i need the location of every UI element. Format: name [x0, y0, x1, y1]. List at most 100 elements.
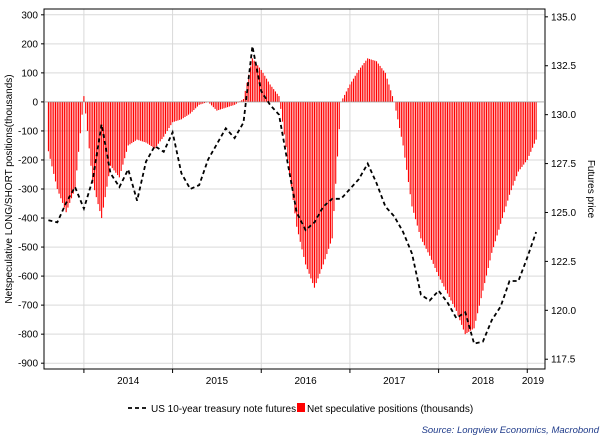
bar [517, 101, 519, 172]
bar [269, 84, 271, 102]
bar [305, 101, 307, 265]
bar [464, 101, 466, 335]
bar [141, 101, 143, 142]
bar [280, 101, 282, 109]
bar [115, 101, 117, 173]
x-tick-label: 2018 [472, 376, 495, 387]
source-note: Source: Longview Economics, Macrobond [422, 425, 600, 436]
bar [312, 101, 314, 284]
bar [328, 101, 330, 249]
bar [120, 101, 122, 171]
bar [69, 101, 71, 203]
bar [54, 101, 57, 182]
bar [399, 101, 401, 129]
bar [480, 101, 482, 299]
bar [157, 101, 159, 144]
bar [85, 101, 87, 114]
bar [375, 61, 378, 102]
bar [289, 101, 291, 174]
left-tick-label: -700 [18, 301, 38, 312]
bar [244, 90, 246, 102]
bar [445, 101, 447, 291]
bar [494, 101, 496, 242]
bar [386, 78, 388, 102]
bar [136, 101, 138, 140]
bar [101, 101, 103, 219]
bar [221, 101, 223, 109]
right-tick-label: 117.5 [551, 355, 576, 366]
bar [51, 101, 53, 167]
bar [250, 66, 252, 102]
bar [79, 101, 81, 134]
bar [510, 101, 512, 191]
bar [365, 60, 367, 102]
bar [189, 101, 191, 114]
bar [358, 69, 360, 102]
bar [138, 101, 140, 141]
bar [383, 70, 385, 102]
bar [329, 101, 331, 244]
bar [127, 101, 129, 146]
bar [461, 101, 463, 325]
bar [143, 101, 145, 142]
bar [287, 101, 289, 160]
bar [118, 101, 120, 178]
bar [344, 94, 346, 102]
bar [218, 101, 220, 111]
bar [253, 60, 255, 102]
bar [482, 101, 484, 291]
bar [448, 101, 450, 297]
bar [354, 75, 356, 102]
bar [97, 101, 99, 205]
bar [306, 101, 308, 270]
bar [496, 101, 498, 236]
right-tick-label: 132.5 [551, 61, 576, 72]
bar [278, 96, 280, 102]
bar [455, 101, 457, 311]
bar [95, 101, 97, 198]
bar [360, 67, 362, 102]
bar [308, 101, 310, 274]
bar [471, 101, 473, 330]
bar [423, 101, 425, 246]
bar [47, 101, 49, 152]
bar [397, 101, 399, 120]
bar [425, 101, 427, 249]
bar [500, 101, 502, 224]
bar [301, 101, 303, 250]
left-axis-ticks: 300 200 100 0 -100 -200 -300 -400 -500 -600 -700 -8… [18, 10, 44, 370]
bar [391, 96, 394, 102]
bar [335, 101, 337, 184]
bar [184, 101, 186, 117]
bar [62, 101, 64, 203]
bar [514, 101, 516, 181]
bar [102, 101, 104, 208]
bar [72, 101, 74, 194]
bar [211, 101, 213, 106]
legend: US 10-year treasury note futures Net spe… [128, 403, 473, 415]
bar [202, 101, 204, 104]
bar [452, 101, 454, 304]
bar [501, 101, 503, 219]
bar [487, 101, 489, 268]
bar [63, 101, 65, 208]
bar [182, 101, 184, 119]
bar [209, 101, 211, 104]
bar [223, 101, 225, 109]
bar [491, 101, 493, 253]
bar [294, 101, 296, 214]
bar [402, 101, 404, 146]
bar [493, 101, 495, 248]
bar [180, 101, 182, 120]
bar [56, 101, 58, 189]
bar [388, 84, 390, 102]
bar [125, 101, 128, 152]
bar [535, 101, 537, 140]
bar [468, 101, 470, 332]
bar [345, 91, 347, 102]
bar [395, 101, 397, 111]
bar [409, 101, 411, 195]
bar [156, 101, 158, 147]
bar [400, 101, 402, 137]
left-tick-label: -200 [18, 155, 38, 166]
